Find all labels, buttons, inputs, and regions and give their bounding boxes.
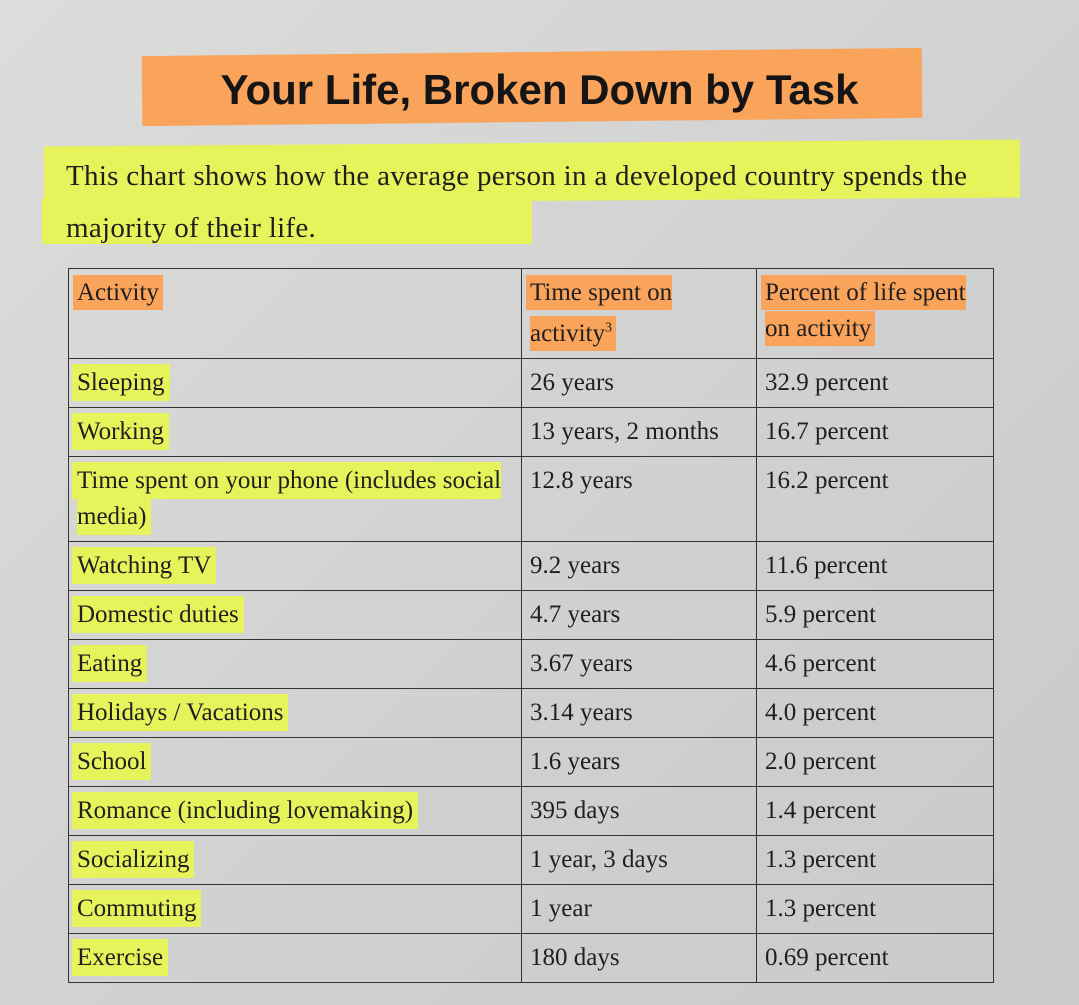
activity-text: Romance (including lovemaking) — [77, 797, 414, 825]
table-cell: 5.9 percent — [756, 590, 994, 641]
table-cell: Sleeping — [68, 358, 522, 409]
table-cell: Time spent on your phone (includes socia… — [68, 456, 522, 543]
table-cell: Holidays / Vacations — [68, 688, 522, 739]
table-cell: 1 year, 3 days — [521, 835, 757, 886]
activity-text: Domestic duties — [77, 601, 239, 629]
table-cell: 1.3 percent — [756, 835, 994, 886]
cell-text: 2.0 percent — [765, 748, 877, 776]
table-cell: Watching TV — [68, 541, 522, 592]
cell-text: 5.9 percent — [765, 601, 877, 629]
table-row: Commuting 1 year 1.3 percent — [68, 884, 994, 935]
table-cell: 12.8 years — [521, 456, 757, 543]
header-cell: Activity — [68, 267, 522, 360]
cell-text: 1.3 percent — [765, 846, 877, 874]
footnote: 3 — [604, 321, 612, 336]
header-cell: Time spent on activity3 — [521, 267, 757, 360]
header-text: Percent of life spent on activity — [765, 279, 966, 342]
activity-text: Time spent on your phone (includes socia… — [77, 467, 502, 531]
cell-text: 9.2 years — [530, 552, 621, 580]
table-cell: Exercise — [68, 933, 522, 984]
cell-text: 1.4 percent — [765, 797, 877, 825]
cell-text: 11.6 percent — [765, 552, 888, 580]
table-cell: 4.0 percent — [756, 688, 994, 739]
table-cell: 16.2 percent — [756, 456, 994, 543]
header-text: Activity — [77, 279, 159, 306]
table-cell: Romance (including lovemaking) — [68, 786, 522, 837]
header-label: Time spent on activity — [530, 279, 673, 348]
table-cell: 1.3 percent — [756, 884, 994, 935]
table-row: Time spent on your phone (includes socia… — [68, 456, 994, 543]
table-cell: 16.7 percent — [756, 407, 994, 458]
table-row: Socializing 1 year, 3 days 1.3 percent — [68, 835, 994, 886]
table-row: Working 13 years, 2 months 16.7 percent — [68, 407, 994, 458]
activity-text: Socializing — [77, 846, 190, 874]
table-cell: Domestic duties — [68, 590, 522, 641]
activity-text: Sleeping — [77, 369, 165, 397]
table-cell: 2.0 percent — [756, 737, 994, 788]
title: Your Life, Broken Down by Task — [220, 66, 859, 113]
table-cell: School — [68, 737, 522, 788]
cell-text: 180 days — [530, 944, 620, 972]
header-row: Activity Time spent on activity3 Percent… — [68, 267, 994, 360]
table-cell: 0.69 percent — [756, 933, 994, 984]
header-cell: Percent of life spent on activity — [756, 267, 994, 360]
table-cell: 180 days — [521, 933, 757, 984]
header-text: Time spent on activity3 — [530, 279, 673, 348]
table-cell: 1 year — [521, 884, 757, 935]
cell-text: 3.14 years — [530, 699, 633, 727]
cell-text: 1.6 years — [530, 748, 621, 776]
table-row: School 1.6 years 2.0 percent — [68, 737, 994, 788]
cell-text: 0.69 percent — [765, 944, 889, 972]
cell-text: 4.6 percent — [765, 650, 877, 678]
cell-text: 26 years — [530, 369, 614, 397]
activity-text: Exercise — [77, 944, 164, 972]
cell-text: 1 year — [530, 895, 592, 923]
table-cell: 4.6 percent — [756, 639, 994, 690]
table-row: Watching TV 9.2 years 11.6 percent — [68, 541, 994, 592]
activity-text: Commuting — [77, 895, 197, 923]
cell-text: 16.2 percent — [765, 467, 889, 495]
table-cell: Eating — [68, 639, 522, 690]
activity-text: Watching TV — [77, 552, 212, 580]
activity-text: School — [77, 748, 147, 776]
table-cell: Commuting — [68, 884, 522, 935]
table-cell: 11.6 percent — [756, 541, 994, 592]
table-row: Holidays / Vacations 3.14 years 4.0 percen… — [68, 688, 994, 739]
activity-text: Eating — [77, 650, 143, 678]
table-cell: 1.4 percent — [756, 786, 994, 837]
cell-text: 1.3 percent — [765, 895, 877, 923]
table-row: Eating 3.67 years 4.6 percent — [68, 639, 994, 690]
intro: This chart shows how the average person … — [66, 160, 968, 244]
cell-text: 32.9 percent — [765, 369, 889, 397]
table-cell: 26 years — [521, 358, 757, 409]
table-row: Domestic duties 4.7 years 5.9 percent — [68, 590, 994, 641]
cell-text: 4.7 years — [530, 601, 621, 629]
table-cell: 13 years, 2 months — [521, 407, 757, 458]
activity-table: Activity Time spent on activity3 Percent… — [68, 267, 994, 984]
table-cell: 3.67 years — [521, 639, 757, 690]
table-cell: 32.9 percent — [756, 358, 994, 409]
intro-highlight — [42, 198, 532, 244]
activity-text: Holidays / Vacations — [77, 699, 284, 727]
table-cell: 395 days — [521, 786, 757, 837]
cell-text: 13 years, 2 months — [530, 418, 719, 446]
table-row: Romance (including lovemaking) 395 days 1.… — [68, 786, 994, 837]
cell-text: 4.0 percent — [765, 699, 877, 727]
cell-text: 16.7 percent — [765, 418, 889, 446]
cell-text: 1 year, 3 days — [530, 846, 668, 874]
table-row: Exercise 180 days 0.69 percent — [68, 933, 994, 984]
table-cell: Working — [68, 407, 522, 458]
cell-text: 12.8 years — [530, 467, 633, 495]
table-cell: 1.6 years — [521, 737, 757, 788]
table-row: Sleeping 26 years 32.9 percent — [68, 358, 994, 409]
table-cell: Socializing — [68, 835, 522, 886]
table-body: Sleeping 26 years 32.9 percent Working 13 ye… — [68, 358, 994, 984]
activity-text: Working — [77, 418, 164, 446]
table-cell: 9.2 years — [521, 541, 757, 592]
table-cell: 4.7 years — [521, 590, 757, 641]
cell-text: 3.67 years — [530, 650, 633, 678]
cell-text: 395 days — [530, 797, 620, 825]
table-cell: 3.14 years — [521, 688, 757, 739]
